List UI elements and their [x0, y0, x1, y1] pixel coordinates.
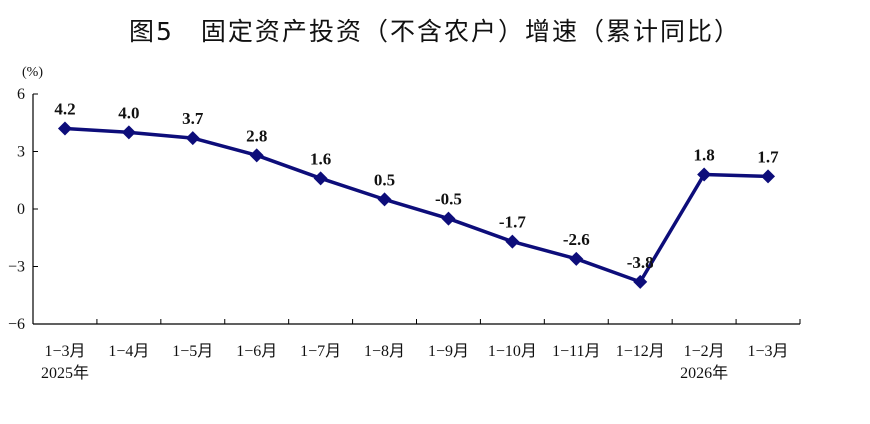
axes: [32, 93, 801, 325]
data-point-marker: [761, 169, 776, 184]
x-tick-label: 1−3月: [44, 343, 85, 360]
data-label: -0.5: [435, 190, 462, 209]
x-tick-label: 1−10月: [488, 343, 537, 360]
x-tick-label: 1−7月: [300, 343, 341, 360]
data-point-marker: [185, 131, 200, 146]
data-label: 1.8: [694, 146, 715, 165]
data-label: 0.5: [374, 170, 395, 189]
x-tick-label: 1−9月: [428, 343, 469, 360]
data-label: 2.8: [246, 126, 267, 145]
data-label: -1.7: [499, 213, 526, 232]
x-tick-label: 1−2月: [684, 343, 725, 360]
data-label: -3.8: [627, 253, 654, 272]
data-point-marker: [377, 192, 392, 207]
data-point-marker: [633, 274, 648, 289]
data-label: 4.0: [118, 103, 139, 122]
x-tick-label: 1−3月: [748, 343, 789, 360]
chart-title: 图5 固定资产投资（不含农户）增速（累计同比）: [129, 17, 741, 46]
x-year-label: 2025年: [41, 364, 89, 382]
data-label: 1.7: [757, 147, 779, 166]
series-line: [57, 121, 776, 289]
y-tick-label: 3: [17, 144, 25, 161]
x-year-label: 2026年: [680, 364, 728, 382]
data-point-marker: [313, 171, 328, 186]
x-tick-label: 1−6月: [236, 343, 277, 360]
data-point-marker: [505, 234, 520, 249]
x-tick-label: 1−8月: [364, 343, 405, 360]
data-point-marker: [121, 125, 136, 140]
x-tick-label: 1−11月: [552, 343, 600, 360]
data-label: 4.2: [54, 100, 75, 119]
data-label: 3.7: [182, 109, 204, 128]
y-tick-label: 6: [17, 86, 25, 103]
y-tick-label: 0: [17, 201, 25, 218]
data-label: 1.6: [310, 149, 331, 168]
data-point-marker: [441, 211, 456, 226]
x-tick-label: 1−4月: [108, 343, 149, 360]
y-tick-label: −6: [8, 316, 25, 333]
x-tick-label: 1−12月: [616, 343, 665, 360]
series-polyline: [64, 126, 769, 284]
data-point-marker: [569, 251, 584, 266]
y-axis-unit: (%): [22, 65, 43, 80]
data-point-marker: [697, 167, 712, 182]
data-point-marker: [249, 148, 264, 163]
data-labels: 4.2 4.0 3.7 2.8 1.6 0.5 -0.5 -1.7 -2.6 -3.8 1.8 1.7: [54, 100, 779, 272]
data-label: -2.6: [563, 230, 590, 249]
y-tick-label: −3: [8, 259, 25, 276]
data-point-marker: [57, 121, 72, 136]
x-tick-label: 1−5月: [172, 343, 213, 360]
tick-labels: 6 3 0 −3 −6 1−3月 1−4月 1−5月 1−6月 1−7月 1−8月 1−9月 1−10月…: [8, 86, 789, 382]
